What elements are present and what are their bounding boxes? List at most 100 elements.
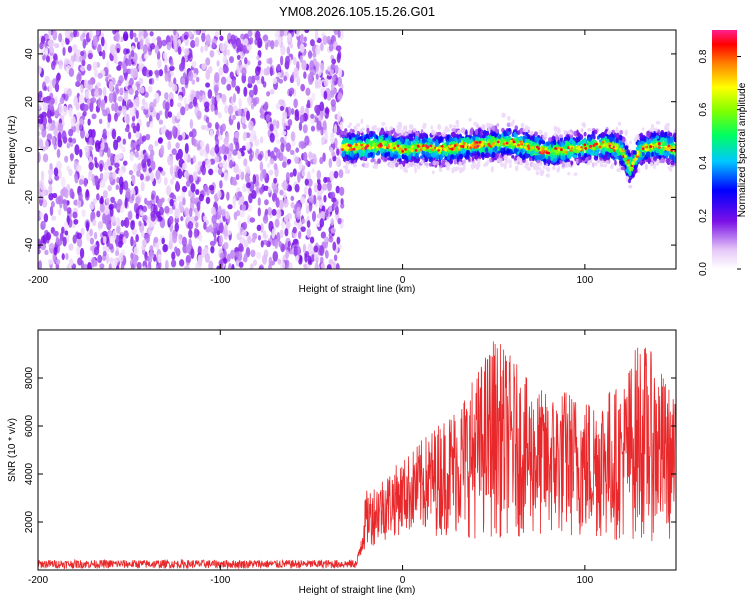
spectrogram-cell <box>105 171 110 177</box>
spectrogram-cell <box>422 132 427 138</box>
spectrogram-peak <box>669 146 673 150</box>
spectrogram-cell <box>232 149 238 156</box>
spectrogram-cell <box>169 165 174 176</box>
spectrogram-cell <box>267 206 273 216</box>
spectrogram-cell <box>115 83 119 93</box>
spectrogram-cell <box>241 204 247 212</box>
spectrogram-cell <box>301 59 307 71</box>
spectrogram-cell <box>341 134 345 138</box>
spectrogram-cell <box>51 215 57 221</box>
spectrogram-cell <box>106 131 110 138</box>
spectrogram-cell <box>58 59 63 70</box>
spectrogram-cell <box>300 140 305 150</box>
spectrogram-cell <box>633 164 637 170</box>
spectrogram-peak <box>595 142 599 146</box>
spectrogram-cell <box>99 163 103 172</box>
spectrogram-cell <box>496 123 500 127</box>
spectrogram-cell <box>236 54 241 61</box>
spectrogram-cell <box>177 102 182 108</box>
spectrogram-cell <box>117 79 122 87</box>
spectrogram-cell <box>563 129 568 136</box>
spectrogram-cell <box>297 172 301 184</box>
spectrogram-cell <box>102 49 106 60</box>
spectrogram-cell <box>247 82 253 89</box>
spectrogram-cell <box>237 220 242 230</box>
spectrogram-cell <box>513 147 517 154</box>
spectrogram-cell <box>124 73 128 81</box>
spectrogram-cell <box>283 198 289 208</box>
spectrogram-cell <box>303 71 307 79</box>
spectrogram-cell <box>183 151 188 162</box>
spectrogram-cell <box>133 84 137 92</box>
spectrogram-cell <box>100 99 106 107</box>
spectrogram-cell <box>139 173 144 181</box>
spectrogram-cell <box>301 218 306 224</box>
spectrogram-cell <box>614 159 617 166</box>
spectrogram-cell <box>298 121 303 132</box>
spectrogram-cell <box>148 221 154 228</box>
spectrogram-cell <box>164 72 169 82</box>
spectrogram-cell <box>402 126 408 132</box>
spectrogram-cell <box>500 133 504 138</box>
spectrogram-cell <box>617 167 621 173</box>
spectrogram-cell <box>122 62 127 74</box>
spectrogram-cell <box>53 246 58 256</box>
spectrogram-cell <box>165 129 170 138</box>
spectrogram-cell <box>393 131 398 138</box>
spectrogram-cell <box>400 129 404 136</box>
spectrogram-cell <box>92 61 98 71</box>
spectrogram-cell <box>122 138 127 145</box>
spectrogram-cell <box>58 32 63 43</box>
spectrogram-cell <box>81 59 86 67</box>
spectrogram-cell <box>135 196 141 205</box>
spectrogram-cell <box>627 152 631 157</box>
spectrogram-cell <box>280 142 285 153</box>
spectrogram-cell <box>245 142 251 151</box>
spectrogram-cell <box>227 204 233 210</box>
spectrogram-cell <box>81 209 86 218</box>
spectrogram-cell <box>259 113 266 119</box>
spectrogram-cell <box>646 151 651 158</box>
spectrogram-cell <box>191 60 197 68</box>
spectrogram-cell <box>652 163 656 170</box>
spectrogram-cell <box>503 132 507 137</box>
spectrogram-cell <box>181 76 186 85</box>
spectrogram-cell <box>407 129 412 134</box>
spectrogram-cell <box>598 152 603 158</box>
spectrogram-cell <box>87 118 91 126</box>
spectrogram-cell <box>304 135 310 146</box>
spectrogram-cell <box>264 208 269 216</box>
spectrogram-cell <box>157 58 162 69</box>
spectrogram-cell <box>471 156 475 161</box>
spectrogram-cell <box>153 92 159 99</box>
spectrogram-cell <box>591 130 595 137</box>
spectrogram-cell <box>522 137 526 144</box>
spectrogram-cell <box>266 162 271 168</box>
spectrogram-cell <box>655 159 660 166</box>
spectrogram-cell <box>438 159 442 166</box>
spectrogram-cell <box>557 165 561 172</box>
spectrogram-cell <box>252 259 258 267</box>
spectrogram-cell <box>387 135 392 141</box>
spectrogram-cell <box>42 102 49 112</box>
spectrogram-cell <box>242 123 247 130</box>
spectrogram-cell <box>169 65 175 72</box>
spectrogram-cell <box>625 168 630 173</box>
spectrogram-cell <box>441 132 446 137</box>
spectrogram-cell <box>398 161 402 165</box>
spectrogram-cell <box>275 148 281 159</box>
spectrogram-cell <box>86 262 93 269</box>
spectrogram-cell <box>242 131 247 141</box>
spectrogram-cell <box>309 39 315 47</box>
spectrogram-cell <box>147 85 153 93</box>
spectrogram-cell <box>154 69 160 75</box>
spectrogram-cell <box>352 128 355 133</box>
spectrogram-peak <box>614 146 618 150</box>
spectrogram-cell <box>451 128 456 132</box>
spectrogram-cell <box>44 249 49 256</box>
spectrogram-cell <box>52 53 58 61</box>
spectrogram-cell <box>177 134 183 141</box>
spectrogram-cell <box>73 218 79 225</box>
spectrogram-cell <box>329 90 335 99</box>
spectrogram-cell <box>180 106 186 116</box>
